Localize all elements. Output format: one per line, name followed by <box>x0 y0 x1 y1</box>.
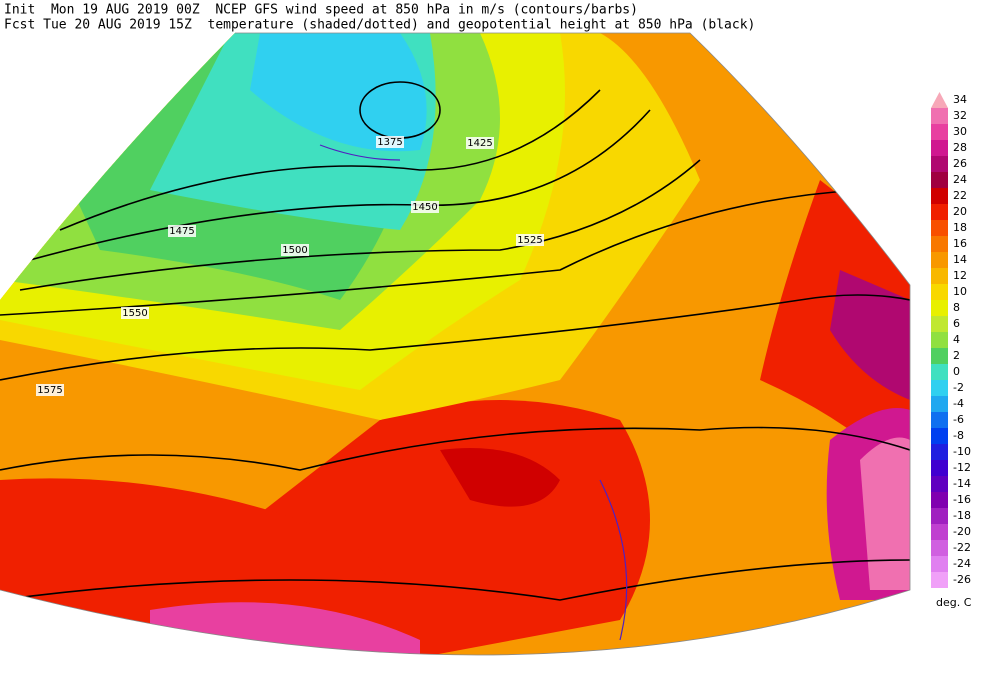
scale-box <box>931 444 948 460</box>
scale-label: -26 <box>953 573 971 586</box>
height-label-bg <box>411 201 439 213</box>
height-label: 1550 <box>122 308 147 319</box>
scale-box <box>931 204 948 220</box>
scale-label: -20 <box>953 525 971 538</box>
height-label: 1500 <box>282 245 307 256</box>
height-label: 1450 <box>412 202 437 213</box>
scale-label: -14 <box>953 477 971 490</box>
init-line: Init Mon 19 AUG 2019 00Z NCEP GFS wind s… <box>4 3 638 18</box>
scale-label: 22 <box>953 189 967 202</box>
scale-label: 34 <box>953 93 967 106</box>
scale-label: -6 <box>953 413 964 426</box>
scale-box <box>931 156 948 172</box>
scale-label: -18 <box>953 509 971 522</box>
scale-box <box>931 524 948 540</box>
scale-box <box>931 172 948 188</box>
scale-box <box>931 396 948 412</box>
scale-label: -16 <box>953 493 971 506</box>
scale-arrow <box>931 92 948 108</box>
height-label-bg <box>516 234 544 246</box>
scale-box <box>931 300 948 316</box>
scale-box <box>931 284 948 300</box>
scale-label: 14 <box>953 253 967 266</box>
scale-box <box>931 140 948 156</box>
scale-box <box>931 412 948 428</box>
scale-box <box>931 220 948 236</box>
scale-box <box>931 268 948 284</box>
scale-label: 4 <box>953 333 960 346</box>
height-label: 1425 <box>467 138 492 149</box>
scale-label: 8 <box>953 301 960 314</box>
scale-box <box>931 188 948 204</box>
scale-label: 18 <box>953 221 967 234</box>
scale-box <box>931 540 948 556</box>
height-label-bg <box>376 136 404 148</box>
height-label: 1475 <box>169 226 194 237</box>
height-label-bg <box>168 225 196 237</box>
scale-label: 10 <box>953 285 967 298</box>
scale-box <box>931 236 948 252</box>
scale-label: 28 <box>953 141 967 154</box>
scale-box <box>931 348 948 364</box>
scale-box <box>931 556 948 572</box>
scale-label: -10 <box>953 445 971 458</box>
height-label-bg <box>36 384 64 396</box>
scale-label: -8 <box>953 429 964 442</box>
scale-box <box>931 124 948 140</box>
scale-label: -12 <box>953 461 971 474</box>
scale-label: 30 <box>953 125 967 138</box>
height-label-bg <box>281 244 309 256</box>
height-label-bg <box>121 307 149 319</box>
scale-box <box>931 492 948 508</box>
scale-box <box>931 572 948 588</box>
scale-label: 2 <box>953 349 960 362</box>
fcst-line: Fcst Tue 20 AUG 2019 15Z temperature (sh… <box>4 18 755 33</box>
scale-label: 16 <box>953 237 967 250</box>
scale-label: -4 <box>953 397 964 410</box>
scale-box <box>931 428 948 444</box>
scale-label: 0 <box>953 365 960 378</box>
height-label: 1575 <box>37 385 62 396</box>
scale-box <box>931 364 948 380</box>
scale-label: 32 <box>953 109 967 122</box>
scale-label: -24 <box>953 557 971 570</box>
scale-label: 6 <box>953 317 960 330</box>
height-label: 1375 <box>377 137 402 148</box>
scale-box <box>931 332 948 348</box>
scale-box <box>931 476 948 492</box>
scale-box <box>931 108 948 124</box>
height-label-bg <box>466 137 494 149</box>
scale-label: 12 <box>953 269 967 282</box>
scale-label: 20 <box>953 205 967 218</box>
scale-box <box>931 316 948 332</box>
scale-unit: deg. C <box>936 596 972 609</box>
height-labels: 1375 1425 1450 1475 1500 1525 1550 1575 <box>36 136 544 396</box>
scale-label: -2 <box>953 381 964 394</box>
scale-label: 24 <box>953 173 967 186</box>
scale-label: 26 <box>953 157 967 170</box>
scale-box <box>931 460 948 476</box>
scale-box <box>931 252 948 268</box>
scale-label: -22 <box>953 541 971 554</box>
scale-box <box>931 508 948 524</box>
height-label: 1525 <box>517 235 542 246</box>
color-scale: 3432302826242220181614121086420-2-4-6-8-… <box>931 92 972 609</box>
scale-box <box>931 380 948 396</box>
